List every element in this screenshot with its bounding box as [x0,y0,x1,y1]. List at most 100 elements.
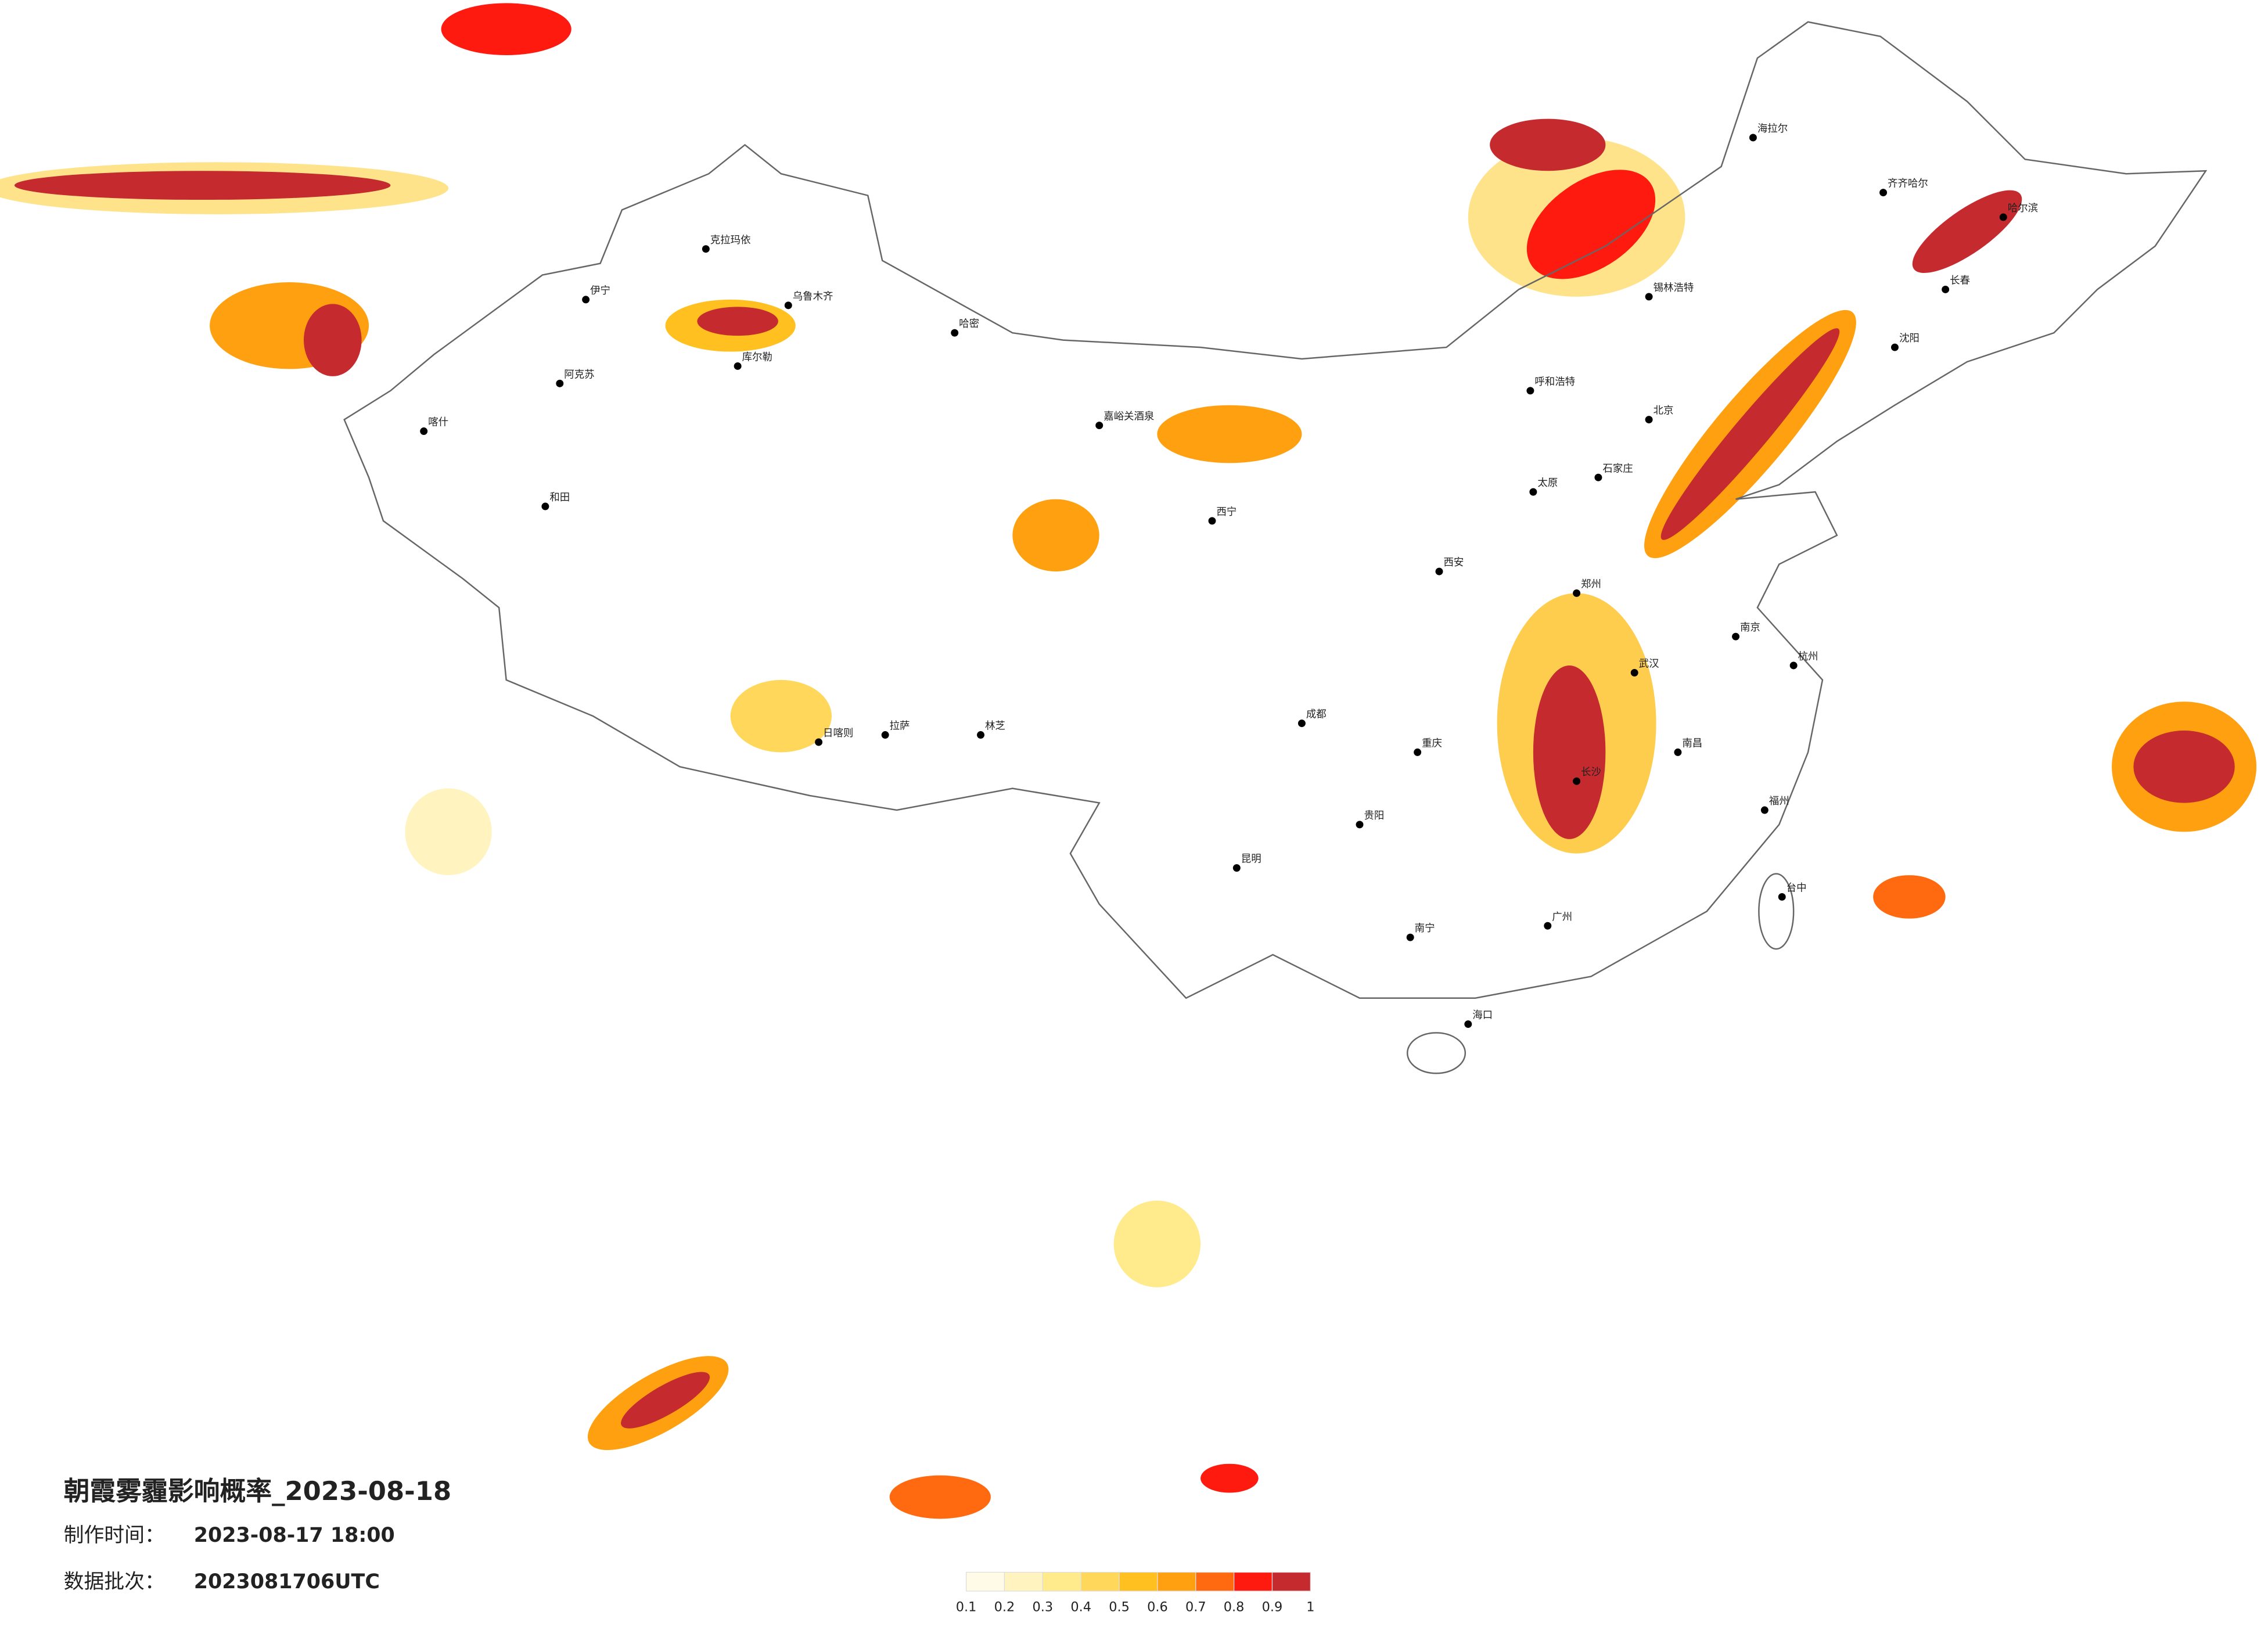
city-label: 和田 [549,492,570,503]
city-dot [1414,748,1422,756]
legend-swatch [1080,1571,1120,1592]
city-label: 昆明 [1241,854,1261,865]
taiwan-border [1758,873,1795,950]
city-dot [784,301,792,310]
hainan-border [1406,1032,1467,1074]
city-label: 武汉 [1639,658,1659,670]
city-dot [1749,134,1757,142]
city-label: 齐齐哈尔 [1888,178,1928,190]
city-dot [1594,473,1602,481]
city-dot [1464,1020,1472,1028]
city-dot [734,362,742,370]
city-label: 西宁 [1216,506,1237,518]
city-label: 成都 [1306,709,1327,721]
city-label: 锡林浩特 [1654,282,1694,294]
city-label: 长春 [1950,275,1970,287]
batch: 2023081706UTC [194,1570,380,1593]
city-label: 郑州 [1581,578,1601,590]
city-dot [1529,488,1537,496]
batch-label: 数据批次： [64,1570,165,1593]
made-time: 2023-08-17 18:00 [194,1524,395,1547]
city-label: 海拉尔 [1757,123,1788,135]
legend-swatch [1195,1571,1235,1592]
city-label: 拉萨 [890,721,910,732]
legend: 0.1 0.2 0.3 0.4 0.5 0.6 0.7 0.8 0.9 1 [956,1571,1314,1615]
city-label: 杭州 [1798,651,1818,663]
legend-swatch [1004,1571,1043,1592]
city-label: 长沙 [1581,767,1601,778]
city-dot [1778,893,1786,901]
city-label: 日喀则 [823,728,853,739]
city-label: 哈尔滨 [2008,203,2038,214]
city-label: 克拉玛依 [710,235,751,246]
city-label: 南京 [1740,622,1760,634]
legend-swatch [965,1571,1005,1592]
legend-tick-label: 0.7 [1185,1600,1206,1615]
city-dot [1297,720,1306,728]
city-label: 嘉峪关酒泉 [1104,411,1154,423]
city-dot [1630,668,1638,677]
city-dot [1760,806,1769,814]
legend-tick-label: 0.2 [994,1600,1015,1615]
city-dot [1942,285,1950,293]
city-label: 林芝 [985,721,1005,732]
legend-swatch [1271,1571,1311,1592]
city-dot [1435,567,1443,575]
city-dot [1879,189,1888,197]
made-label: 制作时间： [64,1524,165,1547]
legend-tick-label: 0.8 [1224,1600,1245,1615]
city-label: 石家庄 [1602,463,1633,474]
legend-swatch [1157,1571,1196,1592]
city-label: 重庆 [1422,738,1442,749]
city-dot [1573,777,1581,785]
legend-swatch [1042,1571,1081,1592]
city-label: 沈阳 [1899,333,1920,344]
city-label: 台中 [1787,882,1807,894]
city-dot [815,738,823,746]
city-dot [1890,343,1899,351]
city-label: 伊宁 [590,285,610,297]
city-dot [1999,213,2007,221]
city-dot [1526,387,1534,395]
city-label: 福州 [1769,796,1789,807]
legend-tick-label: 0.9 [1262,1600,1283,1615]
city-label: 库尔勒 [742,351,772,363]
haze-field [0,3,2257,1519]
city-label: 广州 [1552,911,1572,923]
city-dot [1208,517,1216,525]
city-label: 哈密 [959,318,979,330]
country-border [343,21,2208,999]
legend-tick-label: 0.4 [1070,1600,1091,1615]
city-label: 海口 [1472,1010,1493,1021]
title: 朝霞雾霾影响概率_2023-08-18 [64,1476,452,1506]
city-dot [1674,748,1682,756]
city-dot [977,731,984,739]
city-dot [951,329,959,337]
legend-swatch [1233,1571,1273,1592]
legend-tick-label: 0.5 [1109,1600,1130,1615]
city-dot [420,427,428,436]
city-label: 南昌 [1682,738,1702,749]
city-dot [1544,922,1552,930]
city-dot [1406,933,1414,941]
city-dot [1573,589,1581,597]
legend-tick-label: 0.3 [1033,1600,1054,1615]
city-label: 太原 [1537,477,1558,489]
legend-tick-label: 0.1 [956,1600,977,1615]
city-label: 阿克苏 [564,369,594,380]
city-dot [541,502,549,510]
city-dot [1232,864,1241,872]
city-dot [556,379,564,387]
city-label: 呼和浩特 [1534,376,1575,388]
city-dot [1095,422,1104,430]
city-dot [1789,661,1798,670]
city-label: 南宁 [1415,923,1435,934]
city-dot [582,296,590,304]
city-label: 贵阳 [1364,810,1384,822]
legend-tick-label: 0.6 [1147,1600,1168,1615]
legend-swatch [1119,1571,1158,1592]
city-label: 西安 [1443,557,1464,569]
